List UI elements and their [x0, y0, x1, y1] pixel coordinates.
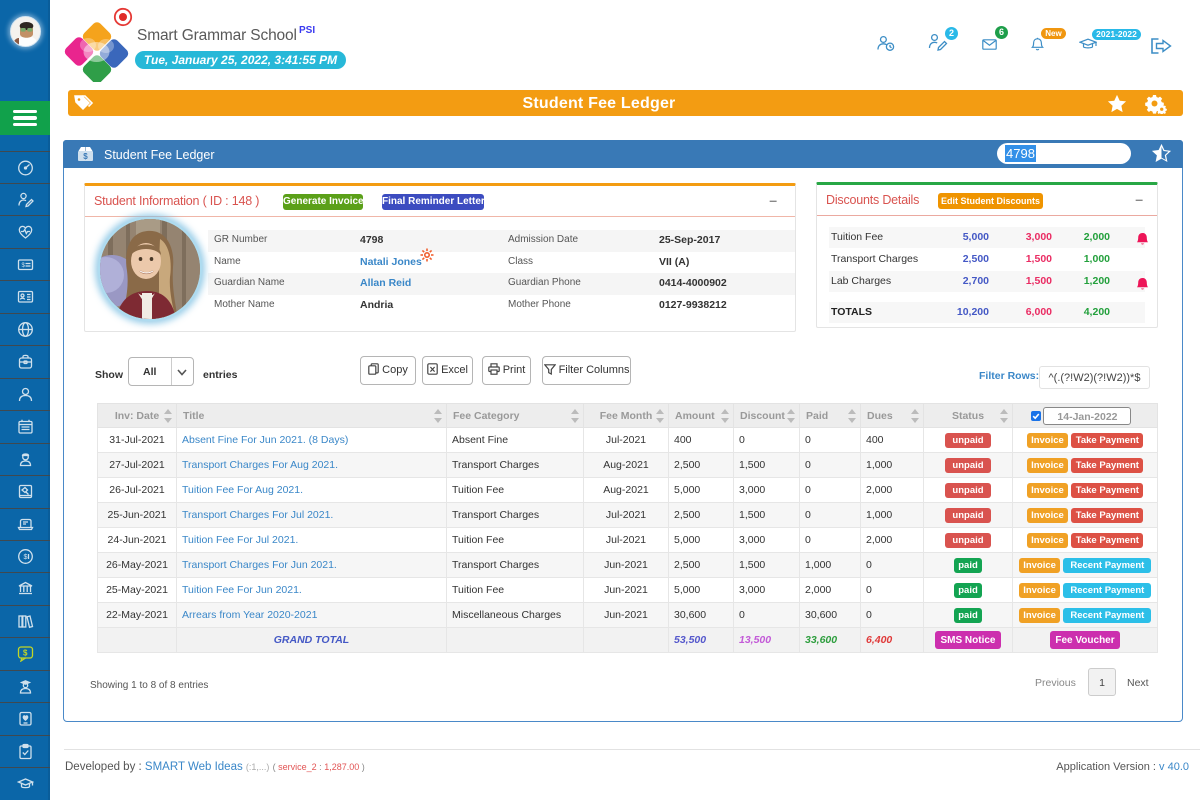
svg-text:$: $ — [23, 649, 28, 658]
svg-text:$: $ — [83, 152, 88, 161]
svg-text:$: $ — [21, 263, 25, 269]
svg-text:$: $ — [23, 554, 27, 561]
